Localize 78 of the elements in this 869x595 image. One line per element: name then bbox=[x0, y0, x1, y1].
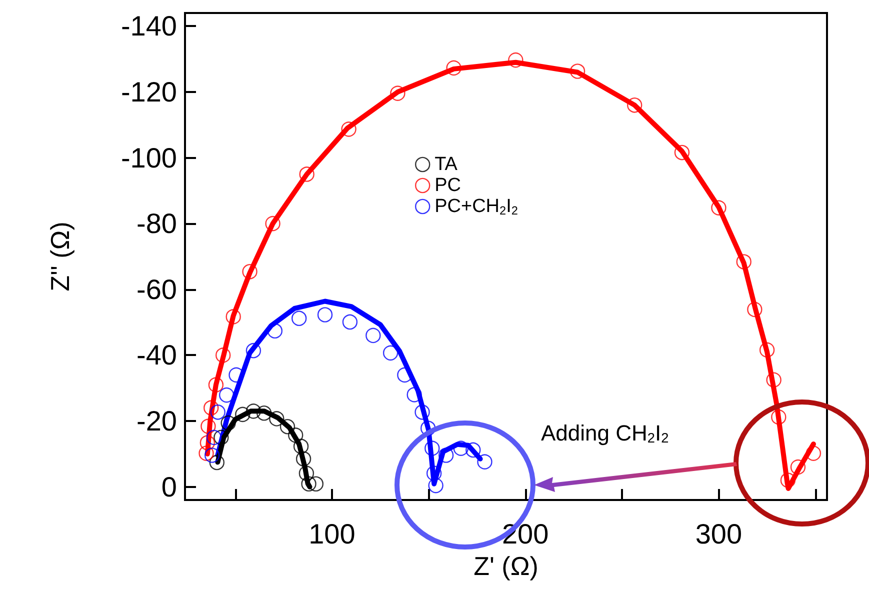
y-tick-label: 0 bbox=[161, 471, 177, 502]
point bbox=[267, 323, 283, 338]
point bbox=[265, 216, 280, 232]
annotation: Adding CH2I2 bbox=[541, 420, 669, 446]
point bbox=[466, 442, 481, 458]
point bbox=[366, 328, 381, 344]
point bbox=[747, 302, 762, 318]
point bbox=[382, 345, 398, 361]
y-tick-label: -100 bbox=[120, 142, 177, 174]
point bbox=[288, 428, 304, 443]
point bbox=[711, 200, 726, 216]
point bbox=[736, 254, 752, 270]
point bbox=[674, 144, 690, 160]
point bbox=[397, 367, 412, 383]
point bbox=[477, 454, 492, 470]
point bbox=[780, 472, 796, 488]
point bbox=[292, 310, 307, 326]
point bbox=[296, 451, 312, 466]
point bbox=[220, 415, 236, 431]
point bbox=[235, 406, 250, 422]
point bbox=[424, 440, 440, 456]
point bbox=[246, 404, 262, 419]
legend-label: TA bbox=[434, 154, 458, 175]
point bbox=[759, 342, 775, 358]
point bbox=[570, 64, 586, 79]
point bbox=[790, 460, 806, 475]
point bbox=[226, 309, 241, 324]
point bbox=[453, 440, 469, 456]
point bbox=[342, 314, 358, 330]
point bbox=[390, 86, 406, 101]
point bbox=[301, 476, 316, 492]
point bbox=[208, 377, 224, 392]
point bbox=[210, 404, 226, 420]
legend-label: PC bbox=[434, 175, 462, 196]
point bbox=[341, 122, 356, 137]
y-tick-label: -140 bbox=[120, 10, 177, 42]
point bbox=[414, 404, 430, 420]
point bbox=[508, 52, 524, 68]
point bbox=[627, 98, 642, 113]
point bbox=[204, 448, 220, 463]
point bbox=[214, 430, 229, 446]
point bbox=[806, 446, 822, 461]
point bbox=[269, 411, 284, 426]
x-tick-label: 200 bbox=[502, 518, 549, 550]
point bbox=[218, 387, 234, 403]
y-tick-label: -80 bbox=[136, 208, 177, 240]
point bbox=[242, 264, 258, 280]
legend-label: PC+CH2I2 bbox=[434, 196, 518, 218]
point bbox=[299, 166, 314, 182]
y-tick-label: -20 bbox=[136, 406, 177, 437]
x-axis-title: Z' (Ω) bbox=[474, 550, 538, 581]
point bbox=[204, 400, 219, 416]
point bbox=[438, 448, 454, 463]
x-tick-label: 300 bbox=[695, 518, 742, 550]
point bbox=[406, 387, 422, 402]
point bbox=[200, 435, 216, 450]
point bbox=[317, 307, 333, 322]
y-tick-label: -60 bbox=[136, 274, 177, 305]
point bbox=[293, 438, 309, 454]
y-tick-label: -40 bbox=[136, 340, 177, 371]
point bbox=[298, 466, 314, 481]
point bbox=[426, 466, 442, 481]
point bbox=[256, 406, 272, 421]
x-tick-label: 100 bbox=[308, 518, 356, 550]
y-axis-title: Z'' (Ω) bbox=[45, 222, 75, 292]
point bbox=[771, 409, 786, 425]
point bbox=[766, 372, 782, 388]
point bbox=[280, 419, 296, 434]
point bbox=[198, 446, 214, 461]
point bbox=[209, 454, 225, 470]
point bbox=[246, 343, 262, 358]
point bbox=[428, 478, 444, 494]
point bbox=[200, 418, 216, 434]
point bbox=[446, 60, 462, 76]
point bbox=[216, 348, 231, 363]
point bbox=[206, 430, 222, 446]
y-tick-label: -120 bbox=[120, 76, 177, 108]
point bbox=[308, 476, 324, 492]
